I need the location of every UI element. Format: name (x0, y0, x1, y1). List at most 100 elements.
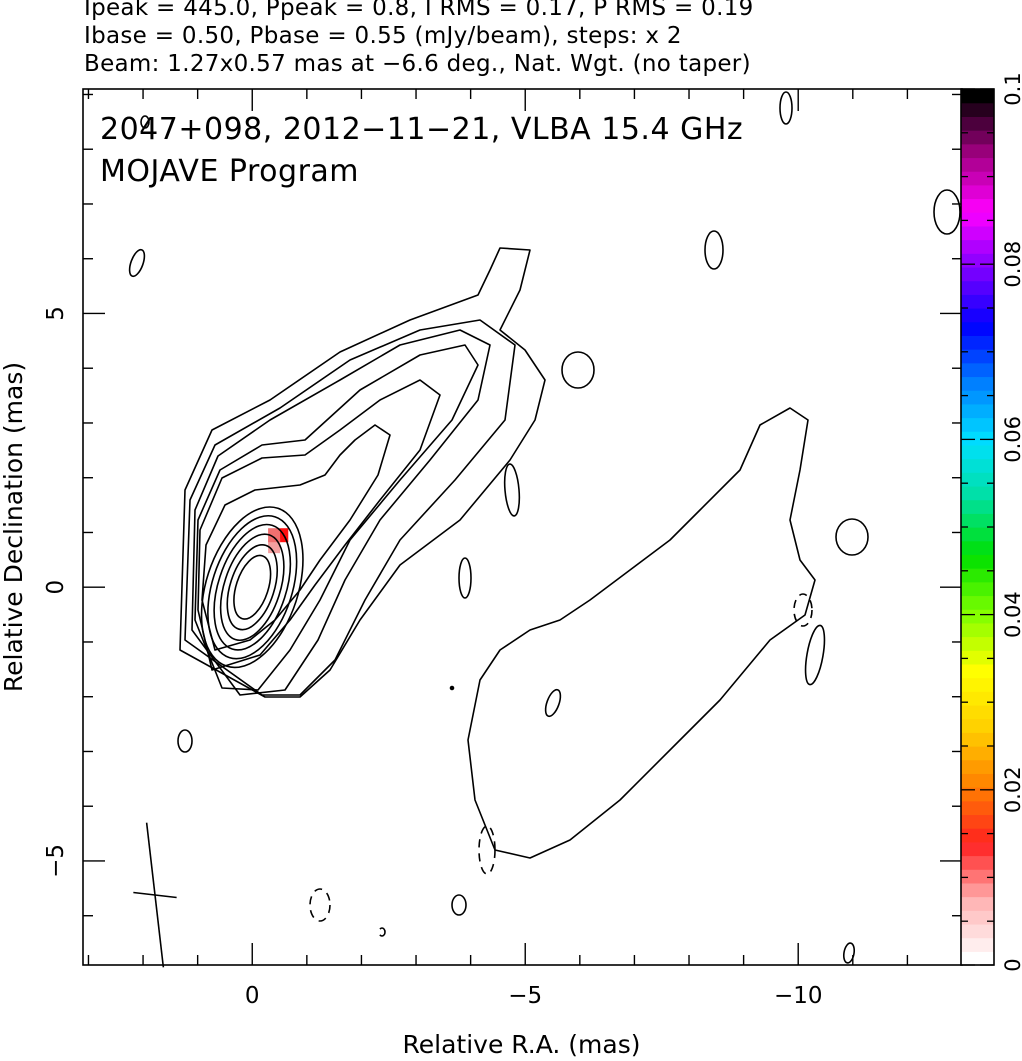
colorbar-tick-label: 0.08 (1001, 241, 1022, 288)
colorbar-cell (961, 198, 994, 213)
sw-lobe-contour (467, 407, 816, 859)
colorbar-cell (961, 937, 994, 952)
colorbar-cell (961, 417, 994, 432)
beam-marker (133, 822, 177, 968)
colorbar-cell (961, 896, 994, 911)
colorbar-cell (961, 266, 994, 282)
colorbar-cell (961, 239, 994, 254)
colorbar-cell (961, 376, 994, 391)
island-contour (140, 115, 150, 129)
colorbar-cell (961, 212, 994, 227)
colorbar-cell (961, 157, 994, 172)
colorbar-cell (961, 321, 994, 336)
island-contour (177, 729, 193, 753)
colorbar-cell (961, 513, 994, 528)
island-contour (842, 942, 856, 964)
y-axis-label: Relative Declination (mas) (0, 362, 28, 692)
x-tick-label: −5 (508, 983, 542, 1009)
colorbar-cell (961, 814, 994, 829)
island-contour (561, 351, 595, 389)
core-contour (226, 544, 279, 631)
colorbar-cell (961, 89, 994, 104)
colorbar-cell (961, 444, 994, 460)
colorbar-cell (961, 253, 994, 268)
island-contour (704, 230, 724, 270)
colorbar-cell (961, 568, 994, 583)
colorbar-cell (961, 787, 994, 802)
pol-pixel (268, 528, 281, 543)
polarization-pixels (268, 528, 289, 554)
colorbar-cell (961, 184, 994, 200)
island-contour (933, 189, 961, 235)
colorbar-cell (961, 704, 994, 720)
negative-contour (793, 593, 813, 627)
colorbar-cell (961, 130, 994, 145)
colorbar-cell (961, 143, 994, 159)
colorbar-cell (961, 882, 994, 898)
colorbar-cell (961, 718, 994, 733)
colorbar-cell (961, 759, 994, 774)
jet-contour-4 (191, 329, 491, 696)
colorbar-tick-label: 0.04 (1001, 591, 1022, 638)
colorbar-cell (961, 923, 994, 939)
colorbar-cell (961, 677, 994, 692)
header-line-3: Beam: 1.27x0.57 mas at −6.6 deg., Nat. W… (84, 51, 751, 77)
negative-contour (478, 825, 496, 875)
colorbar-cell (961, 403, 994, 419)
island-contour (779, 91, 793, 125)
map-subtitle: MOJAVE Program (100, 154, 360, 189)
jet-contour-5 (184, 319, 516, 696)
header-line-2: Ibase = 0.50, Pbase = 0.55 (mJy/beam), s… (84, 23, 682, 49)
colorbar-cell (961, 732, 994, 747)
x-tick-label: −10 (774, 983, 823, 1009)
colorbar-cell (961, 472, 994, 487)
colorbar-cell (961, 458, 994, 473)
colorbar-cell (961, 841, 994, 857)
negative-contour (378, 927, 386, 937)
jet-contour-1 (201, 424, 391, 651)
core-contour (207, 514, 298, 660)
colorbar-cell (961, 828, 994, 843)
colorbar-cell (961, 431, 994, 446)
colorbar-cell (961, 280, 994, 295)
colorbar-cell (961, 609, 994, 624)
colorbar-cell (961, 650, 994, 665)
contour-layer (128, 91, 961, 964)
y-tick-label: 0 (43, 580, 69, 595)
island-contour (835, 518, 869, 556)
beam-minor-axis (133, 891, 177, 899)
axis-labels: 0 −5 −10 −5 0 5 Relative R.A. (mas) Relative De… (0, 306, 822, 1059)
colorbar-cell (961, 335, 994, 350)
axis-ticks (83, 89, 963, 965)
jet-contour-2 (197, 379, 441, 671)
colorbar-cell (961, 294, 994, 309)
colorbar-tick-label: 0.1 (1001, 72, 1022, 105)
x-axis-label: Relative R.A. (mas) (403, 1030, 641, 1059)
colorbar-cell (961, 746, 994, 761)
colorbar-cell (961, 116, 994, 131)
colorbar-cell (961, 485, 994, 501)
island-contour (804, 624, 826, 686)
colorbar-cell (961, 527, 994, 542)
jet-contour-outer (179, 247, 546, 698)
colorbar-cell (961, 910, 994, 925)
colorbar-cell (961, 855, 994, 870)
colorbar-cell (961, 390, 994, 405)
colorbar-cell (961, 636, 994, 651)
island-contour (449, 685, 455, 691)
core-contour (233, 554, 272, 620)
colorbar-cell (961, 951, 994, 966)
colorbar-cell (961, 499, 994, 514)
colorbar-tick-label: 0.06 (1001, 416, 1022, 463)
plot-area (83, 89, 962, 965)
x-tick-label: 0 (245, 983, 260, 1009)
negative-contour (309, 888, 331, 922)
colorbar-tick-label: 0 (1001, 958, 1022, 971)
island-contour (451, 894, 467, 916)
colorbar-cell (961, 540, 994, 555)
jet-contour-3 (194, 344, 479, 691)
island-contour (458, 557, 472, 599)
island-contour (544, 688, 562, 718)
island-contour (128, 248, 146, 278)
